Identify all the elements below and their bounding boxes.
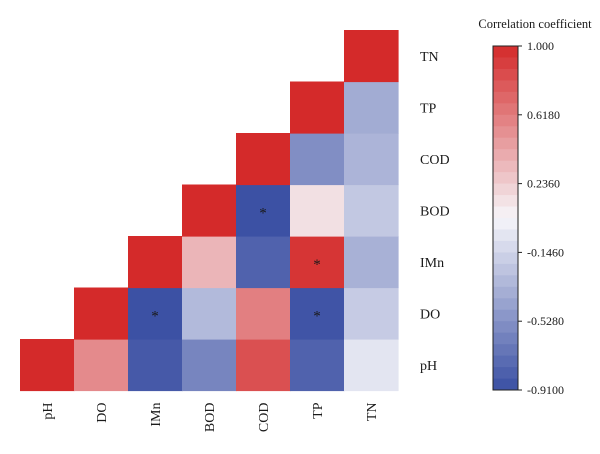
colorbar-step <box>493 195 518 207</box>
heatmap-cell-TN-IMn <box>344 236 399 289</box>
heatmap-cell-TP-pH <box>290 339 345 392</box>
colorbar-tick-label: 0.6180 <box>527 108 560 122</box>
colorbar-tick-label: -0.1460 <box>527 245 564 259</box>
heatmap-cell-TP-BOD <box>290 184 345 237</box>
heatmap-cell-BOD-BOD <box>182 184 237 237</box>
colorbar-tick-label: 1.000 <box>527 39 554 53</box>
x-tick-label: IMn <box>149 403 164 427</box>
colorbar-step <box>493 126 518 139</box>
significance-marker: * <box>313 257 321 273</box>
x-tick-label: TN <box>365 403 380 422</box>
colorbar-step <box>493 332 518 345</box>
colorbar-step <box>493 114 518 127</box>
significance-marker: * <box>313 308 321 324</box>
colorbar-step <box>493 91 518 104</box>
x-tick-label: COD <box>257 403 272 433</box>
colorbar-step <box>493 344 518 356</box>
heatmap-cell-TN-COD <box>344 133 399 186</box>
heatmap-cell-BOD-DO <box>182 287 237 340</box>
heatmap-cell-TN-TP <box>344 81 399 134</box>
x-tick-label: DO <box>95 403 110 423</box>
heatmap-cell-TN-pH <box>344 339 399 392</box>
heatmap-cell-pH-pH <box>20 339 75 392</box>
y-tick-label: COD <box>420 153 450 168</box>
colorbar-step <box>493 80 518 93</box>
y-tick-label: DO <box>420 307 440 322</box>
heatmap-cell-TN-DO <box>344 287 399 340</box>
colorbar-step <box>493 57 518 70</box>
heatmap-cell-DO-pH <box>74 339 129 392</box>
colorbar-tick-label: -0.9100 <box>527 383 564 397</box>
heatmap-cell-COD-COD <box>236 133 291 186</box>
colorbar-step <box>493 367 518 379</box>
heatmap-cell-TP-COD <box>290 133 345 186</box>
colorbar-step <box>493 103 518 116</box>
heatmap-cell-COD-pH <box>236 339 291 392</box>
significance-marker: * <box>259 205 267 221</box>
colorbar-frame <box>492 45 519 391</box>
colorbar-tick-label: -0.5280 <box>527 314 564 328</box>
heatmap-cell-IMn-IMn <box>128 236 183 289</box>
colorbar-step <box>493 378 518 391</box>
colorbar-title: Correlation coefficient <box>478 17 592 31</box>
colorbar-step <box>493 309 518 322</box>
colorbar-step <box>493 321 518 334</box>
x-tick-label: BOD <box>203 403 218 433</box>
heatmap-cell-COD-IMn <box>236 236 291 289</box>
colorbar-step <box>493 218 518 230</box>
colorbar-step <box>493 183 518 196</box>
colorbar-step <box>493 160 518 173</box>
heatmap-cell-BOD-pH <box>182 339 237 392</box>
heatmap-cells <box>20 30 399 392</box>
heatmap-cell-TP-TP <box>290 81 345 134</box>
colorbar-step <box>493 298 518 311</box>
colorbar-step <box>493 149 518 162</box>
heatmap-cell-DO-DO <box>74 287 129 340</box>
significance-marker: * <box>151 308 159 324</box>
colorbar-tick-label: 0.2360 <box>527 177 560 191</box>
colorbar <box>492 45 519 391</box>
y-tick-label: TP <box>420 101 437 116</box>
colorbar-tick-labels: 1.000 0.6180 0.2360 -0.1460 -0.5280 -0.9100 <box>518 39 564 397</box>
colorbar-step <box>493 68 518 81</box>
x-axis-labels: pH DO IMn BOD COD TP TN <box>41 402 380 432</box>
colorbar-step <box>493 137 518 150</box>
colorbar-step <box>493 252 518 265</box>
colorbar-step <box>493 263 518 276</box>
colorbar-step <box>493 229 518 242</box>
colorbar-step <box>493 206 518 219</box>
colorbar-step <box>493 46 518 58</box>
heatmap-cell-IMn-pH <box>128 339 183 392</box>
heatmap-cell-TP-DO <box>290 287 345 340</box>
heatmap-cell-TN-TN <box>344 30 399 83</box>
heatmap-cell-TN-BOD <box>344 184 399 237</box>
x-tick-label: TP <box>311 402 326 419</box>
colorbar-step <box>493 286 518 299</box>
significance-markers: * * * * <box>151 205 321 324</box>
colorbar-step <box>493 275 518 288</box>
y-tick-label: BOD <box>420 204 450 219</box>
y-axis-labels: TN TP COD BOD IMn DO pH <box>420 50 450 374</box>
colorbar-step <box>493 355 518 368</box>
x-tick-label: pH <box>41 403 56 420</box>
colorbar-step <box>493 172 518 184</box>
colorbar-step <box>493 240 518 253</box>
heatmap-cell-BOD-IMn <box>182 236 237 289</box>
y-tick-label: pH <box>420 359 437 374</box>
y-tick-label: TN <box>420 50 439 65</box>
heatmap-cell-TP-IMn <box>290 236 345 289</box>
heatmap-cell-COD-BOD <box>236 184 291 237</box>
y-tick-label: IMn <box>420 256 444 271</box>
heatmap-cell-COD-DO <box>236 287 291 340</box>
heatmap-cell-IMn-DO <box>128 287 183 340</box>
